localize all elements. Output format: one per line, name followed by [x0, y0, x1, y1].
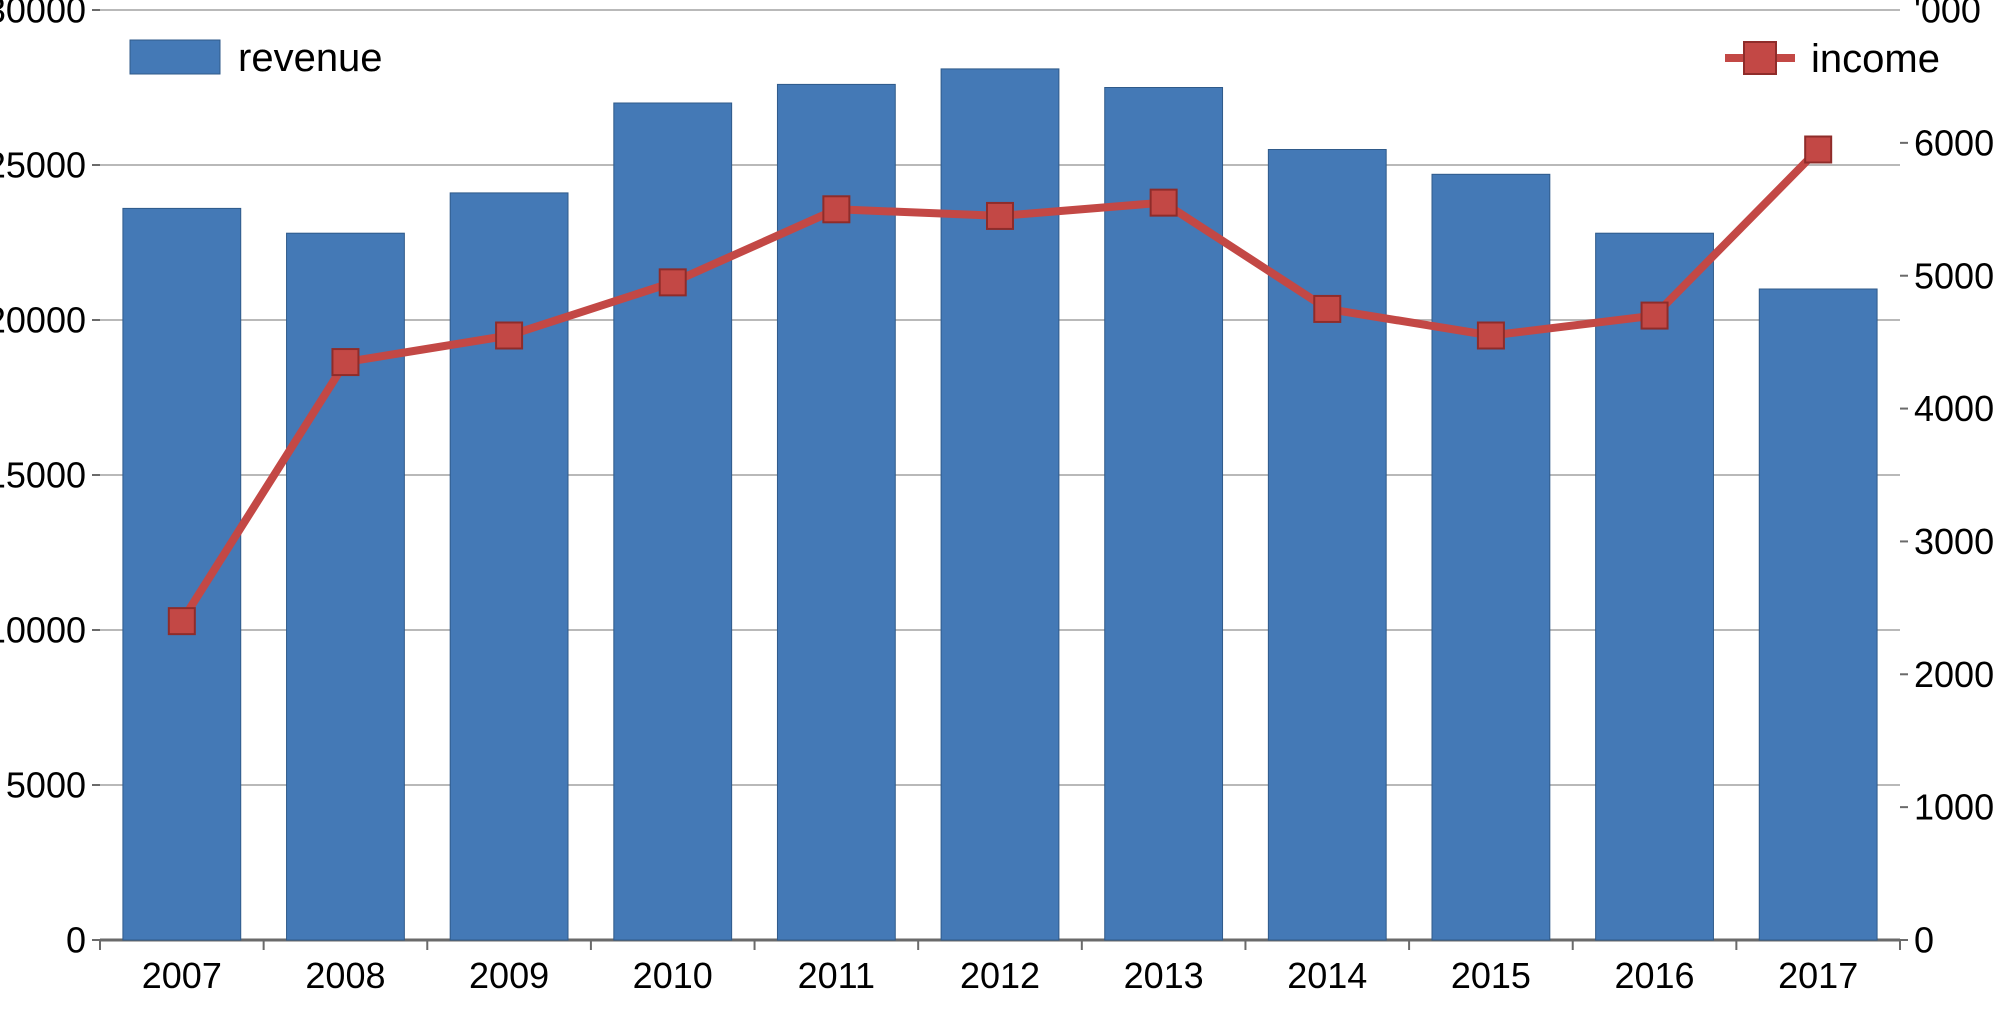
income-marker: [987, 203, 1013, 229]
x-tick-label: 2016: [1614, 955, 1694, 996]
y-right-tick-label: 1000: [1914, 787, 1993, 828]
bar: [1432, 174, 1550, 940]
legend-income-marker: [1744, 42, 1776, 74]
x-tick-label: 2012: [960, 955, 1040, 996]
bar: [1759, 289, 1877, 940]
income-marker: [1642, 303, 1668, 329]
bar: [450, 193, 568, 940]
y-right-tick-label: 3000: [1914, 521, 1993, 562]
income-marker: [1805, 137, 1831, 163]
x-tick-label: 2007: [142, 955, 222, 996]
y-left-tick-label: 25000: [0, 145, 86, 186]
bar: [123, 208, 241, 940]
right-axis-unit-label: '000: [1914, 0, 1981, 31]
y-left-tick-label: 30000: [0, 0, 86, 31]
income-marker: [496, 323, 522, 349]
bar: [941, 69, 1059, 940]
chart-svg: 0 5000 10000 15000 20000 25000 30000 0 1000 2000 3…: [0, 0, 1993, 1017]
legend-income-label: income: [1811, 37, 1940, 81]
y-right-tick-label: 6000: [1914, 122, 1993, 163]
y-right-tick-label: 2000: [1914, 654, 1993, 695]
bar: [1268, 150, 1386, 941]
income-marker: [823, 196, 849, 222]
x-tick-label: 2013: [1124, 955, 1204, 996]
income-marker: [1151, 190, 1177, 216]
bar: [1596, 233, 1714, 940]
y-right-tick-label: 0: [1914, 920, 1934, 961]
bar: [614, 103, 732, 940]
y-left-tick-label: 5000: [6, 765, 86, 806]
x-tick-label: 2008: [305, 955, 385, 996]
x-tick-label: 2011: [798, 955, 875, 996]
x-tick-label: 2010: [633, 955, 713, 996]
income-marker: [332, 349, 358, 375]
income-marker: [169, 608, 195, 634]
y-left-tick-label: 20000: [0, 300, 86, 341]
y-left-tick-label: 0: [66, 920, 86, 961]
y-left-tick-label: 15000: [0, 455, 86, 496]
x-tick-label: 2015: [1451, 955, 1531, 996]
legend-revenue-swatch: [130, 40, 220, 74]
bar: [287, 233, 405, 940]
x-tick-label: 2009: [469, 955, 549, 996]
x-tick-label: 2017: [1778, 955, 1858, 996]
legend-revenue-label: revenue: [238, 36, 383, 80]
y-right-tick-label: 4000: [1914, 388, 1993, 429]
x-tick-label: 2014: [1287, 955, 1367, 996]
income-marker: [1478, 323, 1504, 349]
y-right-tick-label: 5000: [1914, 255, 1993, 296]
income-marker: [1314, 296, 1340, 322]
y-left-tick-label: 10000: [0, 610, 86, 651]
revenue-income-chart: 0 5000 10000 15000 20000 25000 30000 0 1000 2000 3…: [0, 0, 1993, 1017]
income-marker: [660, 269, 686, 295]
